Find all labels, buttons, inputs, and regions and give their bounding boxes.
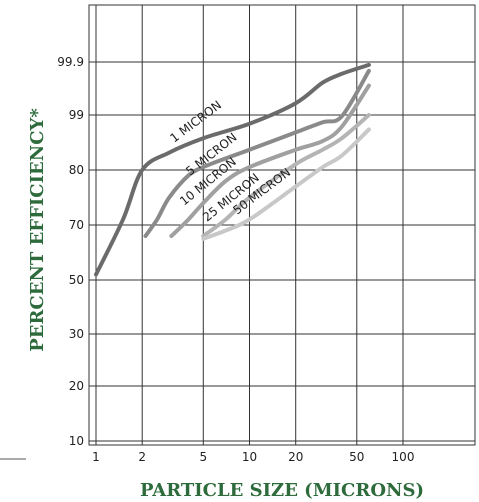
y-tick-label: 99.9 <box>57 55 84 69</box>
series-line-2 <box>143 68 371 238</box>
series-line-5 <box>201 127 371 241</box>
series-line-1 <box>94 62 371 277</box>
y-axis-ticks: 10 20 30 50 70 80 99 99.9 <box>57 55 84 448</box>
y-tick-label: 99 <box>69 108 84 122</box>
y-tick-label: 70 <box>69 218 84 232</box>
y-tick-label: 10 <box>69 434 84 448</box>
y-tick-label: 50 <box>69 273 84 287</box>
series-line-3 <box>169 83 371 238</box>
x-tick-label: 100 <box>392 450 415 464</box>
x-tick-label: 10 <box>242 450 257 464</box>
series-layer <box>94 62 371 277</box>
x-axis-ticks: 1 2 5 10 20 50 100 <box>92 450 414 464</box>
x-tick-label: 5 <box>199 450 207 464</box>
series-line-4 <box>201 113 371 238</box>
y-tick-label: 30 <box>69 327 84 341</box>
x-tick-label: 50 <box>349 450 364 464</box>
grid-lines <box>89 5 475 445</box>
x-tick-label: 20 <box>288 450 303 464</box>
y-axis-title: PERCENT EFFICIENCY* <box>27 108 48 352</box>
x-axis-title: PARTICLE SIZE (MICRONS) <box>140 480 424 501</box>
x-tick-label: 1 <box>92 450 100 464</box>
x-tick-label: 2 <box>138 450 146 464</box>
y-tick-label: 80 <box>69 163 84 177</box>
y-tick-label: 20 <box>69 379 84 393</box>
